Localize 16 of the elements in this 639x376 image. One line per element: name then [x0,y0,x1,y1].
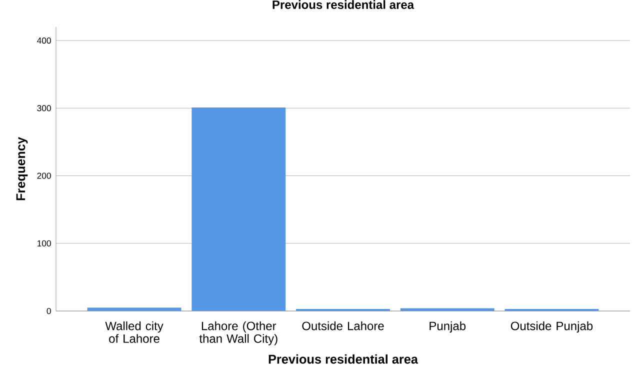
bar [192,107,286,311]
y-tick-label: 300 [37,105,51,112]
x-tick-label: Outside Lahore [302,321,384,330]
y-tick-label: 0 [46,308,51,314]
y-axis-title: Frequency [16,137,28,200]
bar [87,308,182,311]
y-tick-label: 200 [37,172,51,179]
x-tick-label: Punjab [430,321,466,333]
y-tick-label: 400 [37,37,51,44]
bar [400,308,494,311]
x-tick-label: Walled city of Lahore [105,321,164,343]
chart-title: Previous residential area [272,0,414,9]
x-tick-label: Outside Punjab [510,321,593,333]
y-tick-label: 100 [38,240,51,246]
x-tick-label: Lahore (Other than Wall City) [199,321,278,346]
x-axis-title: Previous residential area [268,354,418,364]
